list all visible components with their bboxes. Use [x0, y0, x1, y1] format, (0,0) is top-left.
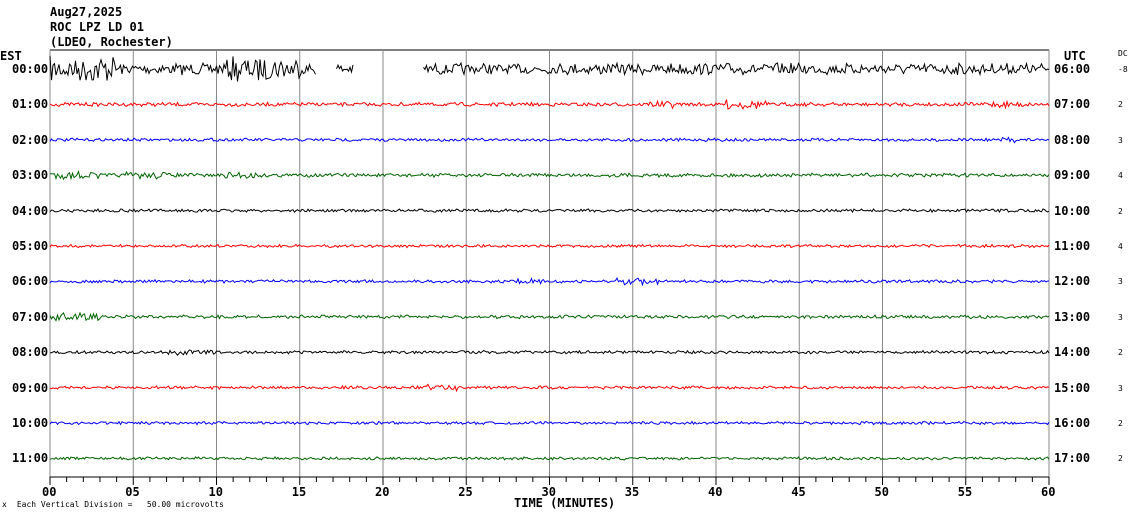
- x-tick-label: 20: [375, 485, 390, 499]
- est-hour-label: 11:00: [12, 451, 49, 466]
- utc-hour-label: 17:00: [1054, 451, 1091, 466]
- est-hour-label: 05:00: [12, 239, 49, 253]
- x-tick-label: 45: [791, 485, 806, 499]
- est-hour-label: 10:00: [12, 416, 49, 430]
- dc-value: 3: [1118, 383, 1123, 393]
- dc-value: 3: [1118, 135, 1123, 145]
- utc-hour-label: 09:00: [1054, 168, 1091, 183]
- est-hour-label: 04:00: [12, 203, 49, 218]
- est-hour-label: 03:00: [12, 168, 49, 183]
- station-label: ROC LPZ LD 01: [50, 20, 144, 34]
- x-tick-label: 40: [708, 485, 723, 499]
- x-tick-label: 00: [42, 485, 57, 499]
- utc-hour-label: 12:00: [1054, 274, 1091, 289]
- trace-row-0300: [50, 169, 1050, 181]
- trace-row-0900: [49, 383, 1050, 393]
- x-tick-label: 25: [458, 485, 473, 499]
- est-hour-label: 02:00: [12, 132, 49, 147]
- dc-value: 2: [1118, 348, 1123, 358]
- date-label: Aug27,2025: [50, 5, 123, 19]
- utc-hour-label: 16:00: [1054, 416, 1091, 430]
- trace-row-1100: [49, 456, 1050, 461]
- dc-value: 2: [1118, 100, 1123, 110]
- dc-value: 2: [1118, 419, 1123, 428]
- network-label: (LDEO, Rochester): [50, 35, 173, 49]
- x-tick-label: 55: [957, 485, 973, 499]
- utc-hour-label: 10:00: [1054, 203, 1091, 218]
- utc-hour-label: 14:00: [1054, 345, 1091, 360]
- trace-row-0700: [49, 311, 1050, 322]
- x-tick-label: 30: [541, 485, 556, 499]
- x-tick-label: 60: [1041, 485, 1056, 499]
- x-tick-label: 50: [874, 485, 889, 499]
- x-tick-label: 10: [208, 485, 223, 499]
- dc-value: 2: [1118, 206, 1123, 216]
- utc-hour-label: 15:00: [1054, 380, 1091, 395]
- est-hour-label: 00:00: [12, 62, 49, 76]
- dc-value: 3: [1118, 277, 1123, 287]
- trace-row-0600: [49, 276, 1050, 287]
- trace-row-0400: [49, 208, 1050, 214]
- utc-hour-label: 08:00: [1054, 132, 1091, 147]
- scale-note: x Each Vertical Division = 50.00 microvol…: [2, 500, 224, 509]
- est-hour-label: 08:00: [12, 345, 49, 360]
- dc-value: 4: [1118, 171, 1123, 181]
- dc-title: DC: [1118, 49, 1128, 58]
- est-title: EST: [0, 49, 22, 63]
- trace-row-1000: [49, 420, 1050, 426]
- trace-row-0200: [49, 136, 1050, 144]
- utc-hour-label: 11:00: [1054, 239, 1091, 253]
- x-axis-title: TIME (MINUTES): [514, 496, 616, 510]
- x-tick-label: 05: [125, 485, 140, 499]
- trace-row-0500: [49, 243, 1050, 249]
- dc-value: 3: [1118, 312, 1123, 322]
- est-hour-label: 01:00: [12, 97, 49, 112]
- utc-title: UTC: [1064, 49, 1086, 63]
- dc-value: 4: [1118, 242, 1123, 251]
- trace-row-0000: [49, 55, 1050, 82]
- footer-mark: x: [2, 500, 7, 509]
- utc-hour-label: 07:00: [1054, 97, 1091, 112]
- utc-hour-label: 06:00: [1054, 62, 1091, 76]
- trace-row-0800: [49, 349, 1050, 356]
- scale-text: Each Vertical Division = 50.00 microvolt…: [16, 500, 224, 509]
- trace-row-0100: [49, 99, 1050, 110]
- est-hour-label: 06:00: [12, 274, 49, 289]
- x-tick-label: 15: [291, 485, 307, 499]
- utc-hour-label: 13:00: [1054, 309, 1091, 324]
- est-hour-label: 09:00: [12, 380, 49, 395]
- est-hour-label: 07:00: [12, 309, 49, 324]
- dc-value: -8: [1118, 65, 1128, 74]
- dc-value: 2: [1118, 454, 1123, 464]
- x-tick-label: 35: [624, 485, 640, 499]
